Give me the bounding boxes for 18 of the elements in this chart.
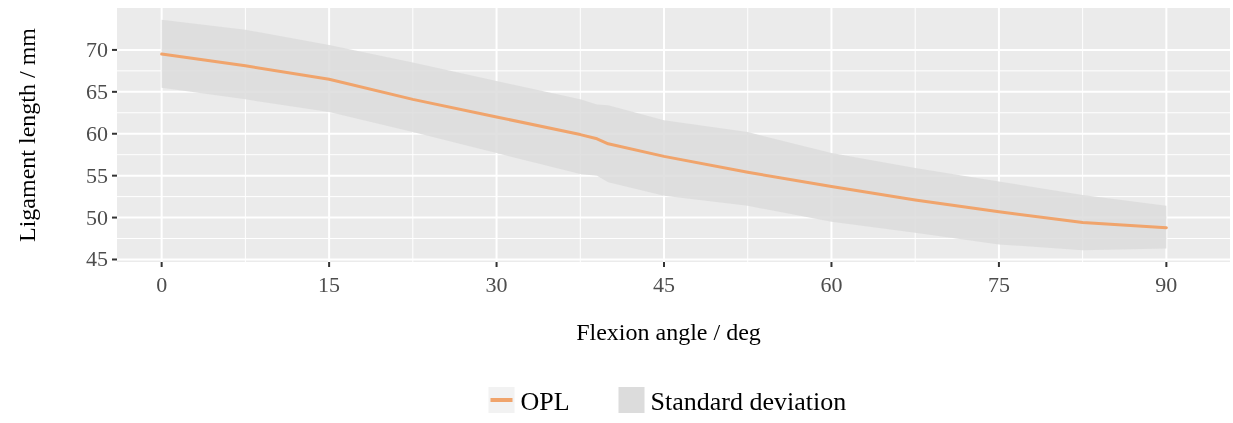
- y-tick-label: 45: [86, 246, 108, 272]
- y-tick-label: 60: [86, 120, 108, 146]
- x-tick-label: 45: [653, 272, 676, 297]
- y-tick-label: 65: [86, 78, 108, 104]
- y-tick-label: 55: [86, 162, 108, 188]
- line-series: [160, 52, 1168, 230]
- x-tick-label: 15: [318, 272, 341, 297]
- x-tick-label: 60: [820, 272, 843, 297]
- x-tick-label: 0: [156, 272, 168, 297]
- y-tick-label: 70: [86, 36, 108, 62]
- legend-label: OPL: [520, 387, 570, 416]
- x-tick-label: 30: [485, 272, 508, 297]
- x-axis-title: Flexion angle / deg: [576, 319, 761, 345]
- x-tick-label: 90: [1155, 272, 1178, 297]
- y-axis-title: Ligament length / mm: [14, 27, 40, 242]
- y-tick-label: 50: [86, 204, 108, 230]
- text: Standard deviation: [650, 387, 847, 416]
- x-tick-label: 75: [987, 272, 1010, 297]
